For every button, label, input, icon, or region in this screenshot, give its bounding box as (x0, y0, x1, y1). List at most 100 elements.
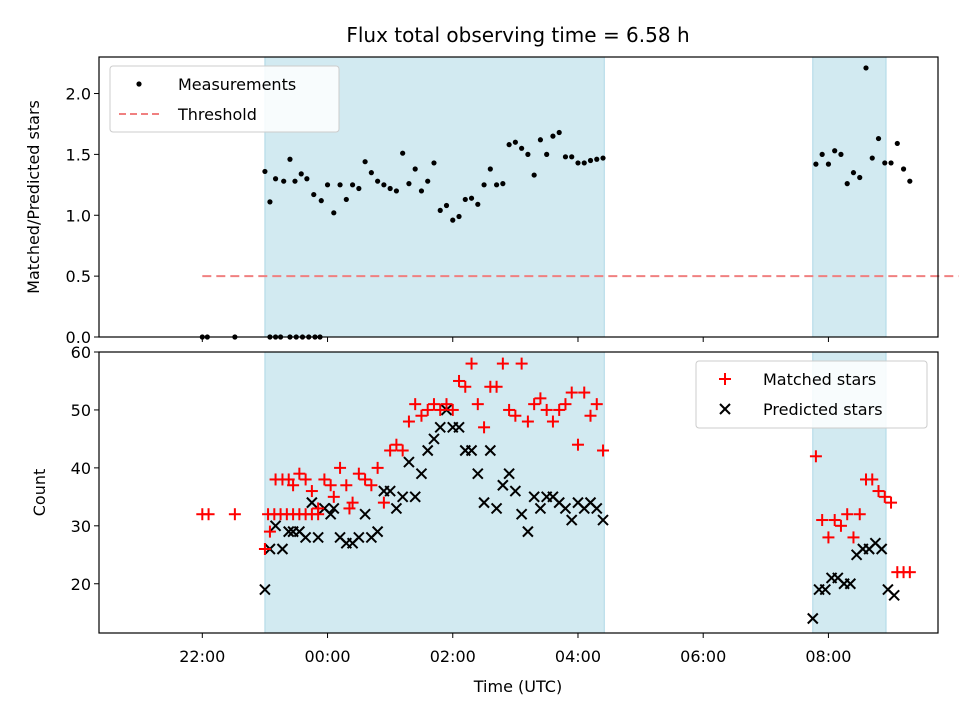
measurement-point (318, 198, 324, 204)
predicted-star-point (384, 485, 396, 497)
predicted-star-point (276, 543, 289, 555)
matched-star-point (872, 485, 885, 498)
measurement-point (425, 178, 431, 184)
predicted-star-point (484, 444, 497, 457)
x-tick-label: 00:00 (304, 647, 350, 666)
matched-star-point (571, 438, 584, 451)
predicted-star-point (472, 467, 484, 480)
measurement-point (262, 168, 268, 175)
measurement-point (362, 159, 368, 165)
matched-star-point (415, 409, 428, 422)
measurement-point (272, 176, 279, 182)
predicted-star-point (465, 444, 478, 457)
matched-star-point (885, 496, 898, 509)
matched-star-point (371, 461, 384, 474)
measurement-point (888, 160, 894, 166)
measurement-point (562, 154, 569, 160)
matched-star-point (396, 444, 409, 457)
matched-star-point (327, 490, 340, 503)
measurement-point (838, 151, 844, 157)
measurement-point (400, 150, 406, 156)
matched-star-point (515, 357, 528, 370)
ratio-y-axis-label: Matched/Predicted stars (24, 100, 43, 294)
measurement-point (519, 145, 525, 151)
matched-star-point (866, 473, 879, 486)
matched-star-point (352, 467, 365, 480)
matched-star-point (534, 392, 547, 405)
predicted-star-point (353, 531, 365, 544)
matched-star-point (809, 450, 822, 463)
measurement-point (418, 188, 425, 194)
matched-star-point (402, 415, 415, 428)
matched-star-point (427, 398, 440, 411)
measurement-point (600, 155, 606, 161)
predicted-star-point (415, 467, 428, 480)
matched-star-point (287, 479, 300, 492)
measurement-point (292, 178, 298, 184)
measurement-point (456, 213, 462, 220)
measurement-point (298, 171, 304, 177)
predicted-star-point (528, 491, 540, 503)
matched-star-point (299, 473, 312, 486)
matched-star-point (384, 444, 397, 457)
measurement-point (550, 133, 556, 139)
measurement-point (537, 137, 544, 143)
predicted-legend-marker (719, 403, 731, 415)
chart-title: Flux total observing time = 6.58 h (346, 23, 689, 47)
matched-star-point (559, 398, 572, 411)
measurement-point (393, 188, 400, 194)
y-tick-label: 20 (71, 575, 91, 594)
predicted-star-point (566, 514, 578, 526)
predicted-star-point (434, 421, 446, 434)
matched-star-point (597, 444, 610, 457)
measurement-point (882, 160, 888, 166)
measurement-point (863, 65, 869, 71)
matched-star-point (293, 467, 306, 480)
observing-window-shade (812, 56, 887, 338)
predicted-star-point (591, 502, 603, 515)
predicted-star-point (390, 502, 403, 515)
measurement-point (512, 139, 518, 145)
matched-star-point (459, 380, 472, 393)
measurement-point (431, 160, 437, 166)
y-tick-label: 60 (71, 343, 91, 362)
measurement-point (304, 176, 310, 182)
measurement-point (525, 151, 531, 157)
measurement-point (819, 151, 825, 157)
predicted-star-point (396, 491, 409, 503)
predicted-star-point (306, 496, 318, 509)
matched-star-point (453, 374, 466, 387)
predicted-star-point (559, 502, 572, 515)
matched-star-point (509, 409, 522, 422)
count-y-axis-label: Count (30, 469, 49, 517)
measurement-point (575, 160, 581, 166)
predicted-star-point (371, 525, 384, 538)
measurement-point (487, 166, 493, 172)
x-tick-label: 08:00 (805, 647, 851, 666)
x-tick-label: 02:00 (430, 647, 476, 666)
predicted-star-point (324, 508, 337, 520)
matched-star-point (305, 485, 318, 498)
matched-star-point (816, 514, 829, 527)
ratio-plot-frame (98, 56, 939, 338)
matched-star-point (853, 508, 866, 521)
matched-star-point (478, 421, 491, 434)
predicted-star-point (875, 543, 888, 555)
matched-star-point (446, 403, 459, 416)
matched-star-point (822, 531, 835, 544)
measurement-point (594, 156, 600, 162)
measurement-point (331, 210, 337, 216)
matched-star-point (553, 403, 566, 416)
measurement-point (281, 178, 287, 184)
measurement-point (450, 217, 456, 223)
y-tick-label: 40 (71, 459, 91, 478)
matched-star-point (346, 496, 359, 509)
y-tick-label: 0.5 (66, 267, 91, 286)
measurement-point (556, 129, 562, 136)
predicted-star-point (490, 502, 503, 515)
predicted-star-point (888, 589, 900, 602)
measurement-point (406, 181, 412, 187)
matched-star-point (390, 438, 403, 451)
matched-star-point (228, 508, 241, 521)
predicted-star-point (478, 496, 490, 509)
